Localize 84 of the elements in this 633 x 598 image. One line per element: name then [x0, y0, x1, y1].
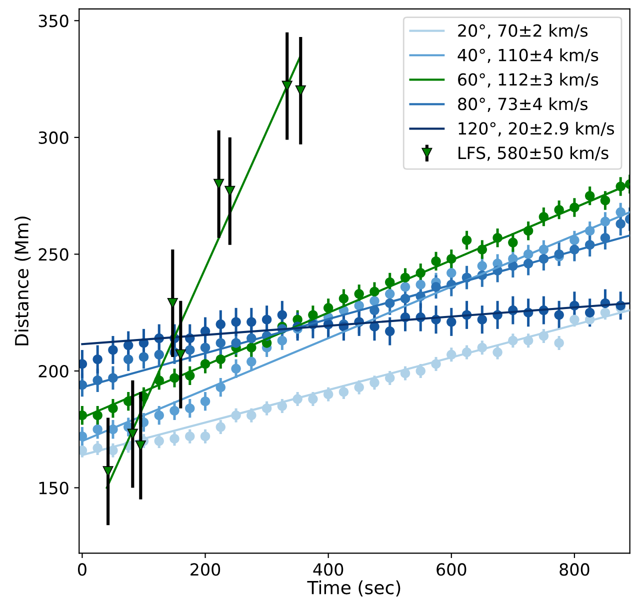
point: [246, 410, 256, 420]
point: [416, 280, 426, 290]
point: [224, 186, 236, 196]
point: [108, 345, 118, 355]
point: [216, 422, 226, 432]
y-tick-label: 350: [38, 14, 68, 28]
point: [508, 238, 518, 248]
point: [231, 317, 241, 327]
legend-label: 40°, 110±4 km/s: [458, 48, 598, 64]
point: [277, 336, 288, 346]
y-tick-label: 150: [39, 482, 68, 494]
point: [308, 394, 318, 404]
x-tick-label: 400: [313, 563, 344, 576]
point: [431, 256, 441, 266]
point: [200, 432, 210, 442]
point: [185, 345, 195, 355]
point: [477, 261, 488, 271]
point: [570, 314, 580, 324]
point: [246, 317, 256, 327]
point: [185, 432, 195, 442]
point: [216, 338, 226, 348]
y-tick-label: 200: [38, 364, 68, 378]
point: [135, 440, 146, 451]
point: [446, 317, 456, 327]
point: [282, 80, 292, 92]
legend-label: 20°, 70±2 km/s: [458, 24, 588, 39]
point: [477, 314, 488, 324]
point: [554, 338, 564, 348]
point: [79, 446, 88, 456]
point: [338, 294, 349, 304]
point: [246, 356, 256, 366]
point: [338, 387, 349, 397]
point: [154, 436, 164, 446]
legend-label: LFS, 580±50 km/s: [458, 146, 608, 161]
point: [385, 289, 395, 299]
point: [554, 310, 564, 320]
legend-label: 80°, 73±4 km/s: [458, 97, 588, 112]
point: [600, 196, 610, 206]
point: [92, 354, 102, 364]
point: [79, 359, 88, 369]
x-tick-label: 0: [78, 563, 86, 576]
point: [462, 235, 472, 246]
point: [354, 382, 364, 392]
point: [154, 350, 164, 360]
point: [354, 289, 364, 299]
point: [231, 364, 241, 374]
y-axis-title: Distance (Mm): [14, 216, 31, 346]
point: [416, 366, 426, 376]
point: [277, 310, 288, 320]
point: [138, 352, 149, 362]
y-tick-label: 250: [38, 248, 68, 261]
x-tick-label: 200: [190, 563, 220, 576]
point: [123, 340, 134, 350]
x-axis-title: Time (sec): [307, 580, 400, 596]
point: [200, 342, 210, 352]
point: [185, 403, 195, 414]
point: [102, 466, 114, 477]
point: [200, 396, 210, 406]
point: [616, 218, 626, 229]
point: [400, 282, 410, 292]
point: [446, 268, 456, 278]
point: [175, 349, 186, 360]
point: [385, 326, 395, 336]
point: [92, 424, 102, 434]
point: [123, 354, 134, 364]
point: [127, 428, 138, 440]
point: [214, 178, 224, 190]
point: [295, 85, 306, 96]
point: [216, 319, 226, 330]
point: [370, 378, 380, 388]
point: [584, 190, 595, 201]
point: [262, 314, 272, 324]
x-tick-label: 600: [436, 563, 466, 576]
x-tick-label: 800: [560, 563, 590, 576]
point: [584, 308, 595, 318]
legend-label: 60°, 112±3 km/s: [458, 72, 598, 88]
point: [154, 410, 164, 420]
point: [354, 300, 364, 310]
point: [170, 406, 180, 416]
point: [370, 296, 380, 306]
legend-label: 120°, 20±2.9 km/s: [458, 122, 614, 136]
y-tick-label: 300: [38, 131, 68, 144]
point: [170, 434, 180, 444]
point: [492, 347, 502, 358]
